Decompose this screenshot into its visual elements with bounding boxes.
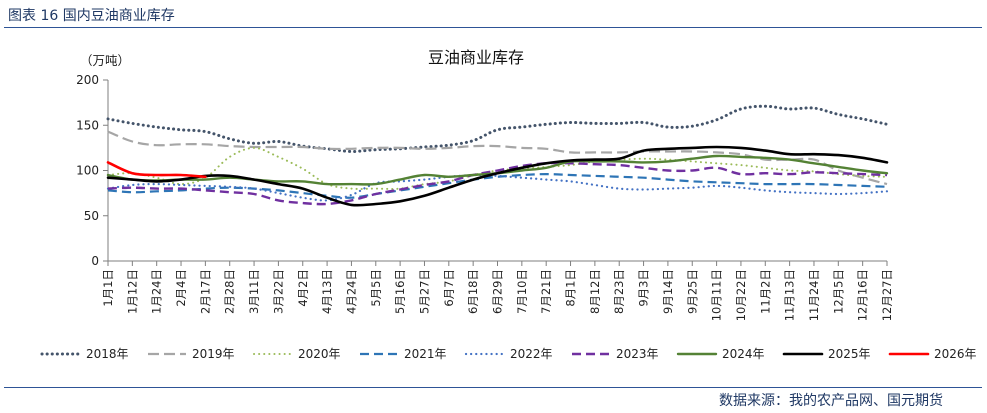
- x-tick-label: 5月27日: [417, 269, 431, 314]
- x-tick-label: 3月22日: [271, 269, 285, 314]
- x-tick-label: 12月27日: [880, 269, 894, 321]
- x-tick-label: 2月17日: [198, 269, 212, 314]
- x-tick-label: 1月1日: [101, 269, 115, 307]
- x-tick-label: 1月12日: [125, 269, 139, 314]
- top-rule: [4, 27, 982, 28]
- x-tick-label: 5月5日: [369, 269, 383, 307]
- legend-label: 2021年: [404, 347, 447, 361]
- y-axis-unit: （万吨）: [80, 53, 130, 68]
- series-line-2025年: [106, 145, 889, 207]
- series-line-2026年: [106, 161, 207, 179]
- legend-label: 2024年: [722, 347, 765, 361]
- x-tick-label: 11月13日: [783, 269, 797, 321]
- y-axis: 0 50 100 150 200: [76, 73, 109, 268]
- x-tick-label: 8月1日: [564, 269, 578, 307]
- bottom-rule: [4, 387, 982, 388]
- x-tick-label: 10月11日: [710, 269, 724, 321]
- series-line-2023年: [107, 161, 888, 206]
- x-tick-label: 7月10日: [515, 269, 529, 314]
- x-tick-label: 11月2日: [758, 269, 772, 314]
- x-tick-label: 4月24日: [344, 269, 358, 314]
- x-tick-label: 6月18日: [466, 269, 480, 314]
- x-tick-label: 9月3日: [637, 269, 651, 307]
- x-tick-label: 6月29日: [491, 269, 505, 314]
- figure-caption: 图表 16 国内豆油商业库存: [8, 8, 175, 24]
- x-tick-label: 2月4日: [174, 269, 188, 307]
- legend-label: 2020年: [298, 347, 341, 361]
- series-line-2019年: [107, 130, 888, 186]
- y-tick-label: 150: [76, 118, 99, 132]
- x-tick-label: 8月12日: [588, 269, 602, 314]
- x-axis: 1月1日 1月12日 1月24日 2月4日 2月17日 2月28日 3月11日 3月22日 4月…: [101, 260, 894, 321]
- legend: 2018年 2019年 2020年 2021年 2022年 2023年 2024年 2025年…: [40, 347, 977, 361]
- x-tick-label: 11月24日: [807, 269, 821, 321]
- legend-label: 2022年: [510, 347, 553, 361]
- x-tick-label: 5月16日: [393, 269, 407, 314]
- x-tick-label: 12月16日: [856, 269, 870, 321]
- x-tick-label: 7月21日: [539, 269, 553, 314]
- legend-label: 2018年: [86, 347, 129, 361]
- x-tick-label: 9月14日: [661, 269, 675, 314]
- x-tick-label: 2月28日: [223, 269, 237, 314]
- legend-label: 2025年: [828, 347, 871, 361]
- legend-label: 2019年: [192, 347, 235, 361]
- x-tick-label: 12月5日: [831, 269, 845, 314]
- legend-label: 2023年: [616, 347, 659, 361]
- x-tick-label: 3月11日: [247, 269, 261, 314]
- x-tick-label: 1月24日: [150, 269, 164, 314]
- x-tick-label: 9月25日: [685, 269, 699, 314]
- legend-label: 2026年: [934, 347, 977, 361]
- chart-title: 豆油商业库存: [428, 48, 524, 67]
- x-tick-label: 4月2日: [296, 269, 310, 307]
- y-tick-label: 200: [76, 73, 99, 87]
- x-tick-label: 6月7日: [442, 269, 456, 307]
- data-source: 数据来源：我的农产品网、国元期货: [719, 393, 943, 409]
- x-tick-label: 4月13日: [320, 269, 334, 314]
- y-tick-label: 100: [76, 164, 99, 178]
- series-line-2021年: [107, 173, 888, 199]
- y-tick-label: 0: [91, 254, 99, 268]
- x-tick-label: 10月22日: [734, 269, 748, 321]
- y-tick-label: 50: [84, 209, 99, 223]
- series-group: [106, 104, 889, 207]
- x-tick-label: 8月23日: [612, 269, 626, 314]
- series-line-2020年: [107, 146, 888, 190]
